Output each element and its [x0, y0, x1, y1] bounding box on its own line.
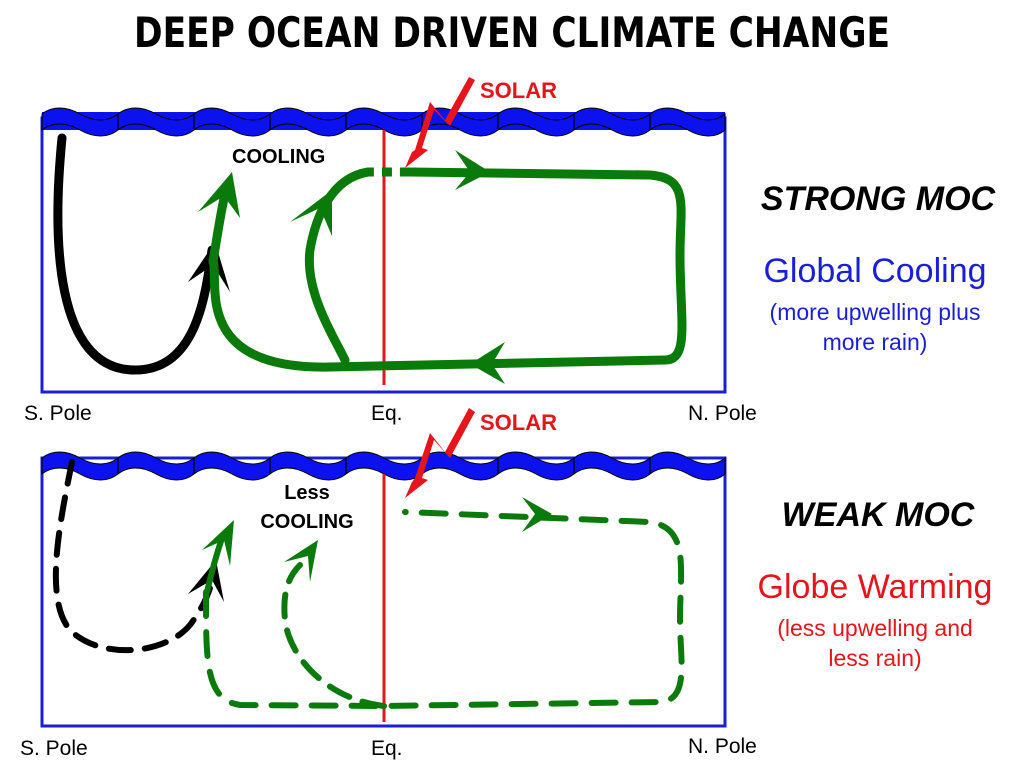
strong-moc-explanation-line1: (more upwelling plus: [769, 299, 981, 325]
top-cooling-label: COOLING: [232, 146, 326, 168]
strong-moc-explanation: (more upwelling plus more rain): [736, 297, 1014, 357]
top-southward-arrowhead: [470, 342, 505, 384]
bottom-cooling-label: Less COOLING: [244, 479, 370, 537]
top-southern-cell-arrowhead: [188, 242, 230, 292]
bottom-inner-upwelling-flow: [281, 562, 387, 709]
top-equator-label: Eq.: [371, 402, 403, 425]
weak-moc-explanation-line2: less rain): [828, 645, 922, 671]
top-outer-upwelling-arrowhead: [198, 172, 240, 218]
diagram-title: DEEP OCEAN DRIVEN CLIMATE CHANGE: [133, 8, 890, 57]
top-south-pole-label: S. Pole: [24, 402, 92, 425]
bottom-south-pole-label: S. Pole: [20, 737, 88, 760]
top-ocean-surface: [41, 107, 726, 137]
bottom-ocean-panel: [40, 408, 727, 728]
globe-warming-text: Globe Warming: [757, 568, 993, 606]
strong-moc-heading: STRONG MOC: [760, 180, 996, 218]
top-southern-cell-flow: [53, 133, 217, 375]
bottom-solar-bolt-icon: [405, 408, 475, 498]
top-inner-upwelling-flow: [304, 167, 373, 365]
global-cooling-text: Global Cooling: [763, 252, 987, 290]
top-main-circulation-flow: [208, 167, 687, 372]
top-solar-bolt-icon: [405, 77, 475, 168]
strong-moc-explanation-line2: more rain): [822, 329, 928, 355]
top-northward-arrowhead: [455, 150, 490, 190]
bottom-cooling-line2: COOLING: [260, 511, 354, 533]
bottom-north-pole-label: N. Pole: [688, 735, 757, 758]
top-north-pole-label: N. Pole: [688, 402, 757, 425]
bottom-cooling-line1: Less: [284, 482, 330, 504]
top-inner-upwelling-arrowhead: [290, 190, 332, 236]
bottom-equator-label: Eq.: [371, 737, 403, 760]
bottom-main-circulation-flow: [202, 509, 685, 710]
weak-moc-explanation: (less upwelling and less rain): [736, 613, 1014, 673]
bottom-southern-cell-flow: [52, 459, 215, 654]
weak-moc-explanation-line1: (less upwelling and: [777, 615, 973, 641]
bottom-ocean-surface: [41, 451, 726, 481]
weak-moc-heading: WEAK MOC: [781, 496, 975, 534]
bottom-northward-arrowhead: [522, 497, 552, 532]
bottom-outer-upwelling-arrowhead: [202, 520, 234, 566]
bottom-inner-upwelling-arrowhead: [284, 540, 318, 582]
top-solar-label: SOLAR: [480, 78, 557, 103]
bottom-solar-label: SOLAR: [480, 410, 557, 435]
top-ocean-panel: [40, 77, 727, 394]
